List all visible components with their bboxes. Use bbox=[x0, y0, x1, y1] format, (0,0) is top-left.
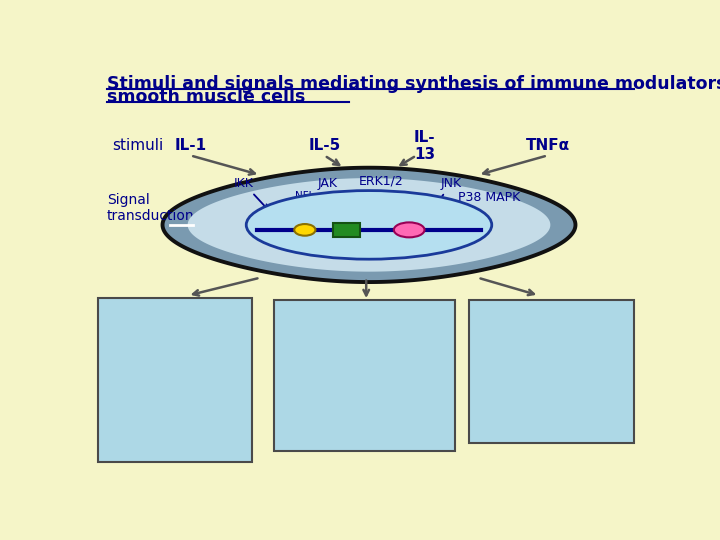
Ellipse shape bbox=[394, 222, 425, 238]
Text: MCA1,2,3: MCA1,2,3 bbox=[117, 372, 183, 386]
Text: P38 MAPK: P38 MAPK bbox=[446, 191, 520, 229]
Text: IL-1β: IL-1β bbox=[483, 323, 518, 338]
Ellipse shape bbox=[246, 191, 492, 259]
Text: GM-CSF: GM-CSF bbox=[483, 415, 538, 429]
Text: IL-5: IL-5 bbox=[483, 346, 508, 360]
Text: IFN-γ: IFN-γ bbox=[288, 347, 323, 361]
Text: RANTES: RANTES bbox=[117, 420, 172, 434]
Polygon shape bbox=[163, 168, 575, 282]
Text: IL-5: IL-5 bbox=[308, 138, 341, 153]
Text: TNFα: TNFα bbox=[288, 395, 324, 409]
FancyBboxPatch shape bbox=[99, 298, 252, 462]
Text: VEGF: VEGF bbox=[288, 418, 325, 432]
Text: IL-1: IL-1 bbox=[174, 138, 207, 153]
Text: stimuli: stimuli bbox=[112, 138, 163, 153]
Text: IL-
13: IL- 13 bbox=[414, 130, 436, 162]
Text: Signal
transduction: Signal transduction bbox=[107, 193, 194, 224]
Text: ERK1/2: ERK1/2 bbox=[359, 174, 404, 214]
Text: smooth muscle cells: smooth muscle cells bbox=[107, 87, 305, 106]
FancyBboxPatch shape bbox=[469, 300, 634, 443]
FancyBboxPatch shape bbox=[333, 223, 359, 237]
Text: Stimuli and signals mediating synthesis of immune modulators in: Stimuli and signals mediating synthesis … bbox=[107, 75, 720, 93]
Text: IL-β: IL-β bbox=[117, 348, 142, 362]
FancyBboxPatch shape bbox=[274, 300, 456, 451]
Text: Cytokines: Cytokines bbox=[483, 305, 568, 320]
Text: Chemokines: Chemokines bbox=[117, 305, 221, 320]
Text: TNFα: TNFα bbox=[526, 138, 570, 153]
Text: JNK: JNK bbox=[431, 177, 462, 213]
Text: Eotaxin: Eotaxin bbox=[117, 323, 169, 338]
Text: IKK: IKK bbox=[233, 177, 268, 210]
Text: IL-6: IL-6 bbox=[483, 369, 508, 383]
Text: IL-11: IL-11 bbox=[483, 392, 518, 406]
Text: Other modulators: Other modulators bbox=[288, 305, 427, 319]
Text: Cox-2: Cox-2 bbox=[288, 323, 328, 338]
Ellipse shape bbox=[294, 224, 315, 235]
Text: MIP1 α β: MIP1 α β bbox=[117, 396, 176, 410]
Text: JAK: JAK bbox=[317, 177, 341, 214]
Polygon shape bbox=[188, 178, 550, 272]
Text: STAT: STAT bbox=[344, 201, 369, 212]
Text: Stem cell factor: Stem cell factor bbox=[288, 371, 398, 385]
Text: NFk
B: NFk B bbox=[295, 191, 315, 212]
